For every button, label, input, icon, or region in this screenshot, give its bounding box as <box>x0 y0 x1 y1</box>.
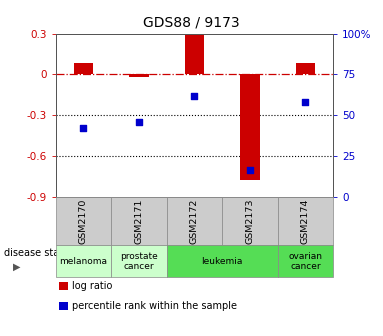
Bar <box>74 64 93 74</box>
Text: ovarian
cancer: ovarian cancer <box>288 252 322 271</box>
Text: percentile rank within the sample: percentile rank within the sample <box>72 301 237 311</box>
Point <box>247 168 253 173</box>
Text: GSM2170: GSM2170 <box>79 198 88 244</box>
Bar <box>129 74 149 77</box>
Text: prostate
cancer: prostate cancer <box>120 252 158 271</box>
Text: GSM2171: GSM2171 <box>134 198 143 244</box>
Text: log ratio: log ratio <box>72 281 113 291</box>
Bar <box>185 34 204 74</box>
Text: melanoma: melanoma <box>59 257 107 266</box>
Point <box>80 125 87 131</box>
Text: leukemia: leukemia <box>201 257 243 266</box>
Text: GSM2172: GSM2172 <box>190 198 199 244</box>
Point <box>192 93 198 98</box>
Text: GSM2173: GSM2173 <box>246 198 254 244</box>
Text: GDS88 / 9173: GDS88 / 9173 <box>143 15 240 29</box>
Bar <box>240 74 260 180</box>
Text: ▶: ▶ <box>13 261 21 271</box>
Point <box>303 99 309 105</box>
Text: disease state: disease state <box>4 248 69 258</box>
Point <box>136 119 142 124</box>
Text: GSM2174: GSM2174 <box>301 198 310 244</box>
Bar <box>296 64 315 74</box>
